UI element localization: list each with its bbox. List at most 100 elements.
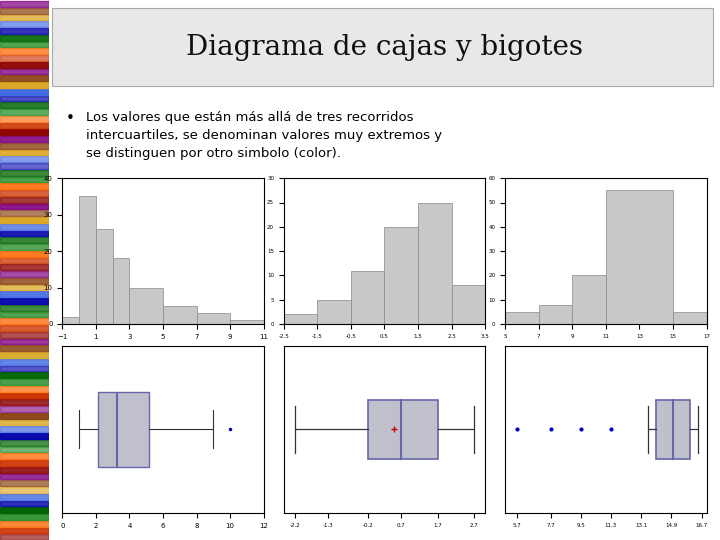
- Bar: [0, 514, 49, 519]
- Text: Los valores que están más allá de tres recorridos
intercuartiles, se denominan v: Los valores que están más allá de tres r…: [86, 111, 442, 160]
- Bar: [0, 28, 49, 33]
- Bar: [96, 229, 113, 324]
- Bar: [0, 82, 49, 87]
- Bar: [0, 163, 49, 168]
- Bar: [0, 204, 49, 209]
- Bar: [0, 177, 49, 183]
- Bar: [0, 501, 49, 507]
- Bar: [0, 379, 49, 384]
- Bar: [0, 413, 49, 418]
- Bar: [0, 143, 49, 148]
- Bar: [0, 69, 49, 74]
- Bar: [0, 278, 49, 284]
- Bar: [0, 197, 49, 202]
- Bar: [505, 312, 539, 324]
- Bar: [0, 312, 49, 317]
- Bar: [368, 400, 438, 458]
- Bar: [606, 191, 673, 324]
- Bar: [0, 129, 49, 135]
- Bar: [318, 300, 351, 324]
- Bar: [0, 285, 49, 291]
- Bar: [0, 264, 49, 270]
- Bar: [0, 366, 49, 372]
- Bar: [0, 352, 49, 357]
- Bar: [0, 386, 49, 392]
- Bar: [0, 109, 49, 115]
- Bar: [0, 372, 49, 378]
- Bar: [0, 494, 49, 500]
- Bar: [0, 474, 49, 480]
- Bar: [673, 312, 706, 324]
- Bar: [0, 298, 49, 303]
- Bar: [0, 183, 49, 189]
- Bar: [351, 271, 384, 324]
- Bar: [0, 35, 49, 40]
- Bar: [0, 258, 49, 263]
- Bar: [0, 332, 49, 338]
- Bar: [0, 150, 49, 156]
- Bar: [0, 21, 49, 27]
- FancyBboxPatch shape: [53, 8, 714, 86]
- Bar: [0, 156, 49, 162]
- Bar: [384, 227, 418, 324]
- Bar: [0, 123, 49, 128]
- Bar: [63, 316, 79, 324]
- Bar: [0, 453, 49, 459]
- Bar: [0, 237, 49, 243]
- Bar: [0, 393, 49, 399]
- Bar: [0, 1, 49, 6]
- Bar: [0, 521, 49, 526]
- Bar: [0, 433, 49, 438]
- Bar: [0, 224, 49, 230]
- Bar: [0, 170, 49, 176]
- Bar: [0, 345, 49, 351]
- Bar: [0, 55, 49, 60]
- Bar: [0, 305, 49, 310]
- Bar: [0, 426, 49, 432]
- Bar: [0, 116, 49, 122]
- Bar: [485, 309, 518, 324]
- Bar: [0, 420, 49, 426]
- Bar: [0, 467, 49, 472]
- Bar: [0, 89, 49, 94]
- Bar: [0, 534, 49, 540]
- Bar: [79, 197, 96, 324]
- Bar: [0, 231, 49, 237]
- Bar: [0, 8, 49, 14]
- Bar: [230, 320, 264, 324]
- Bar: [0, 15, 49, 20]
- Bar: [197, 313, 230, 324]
- Bar: [0, 507, 49, 513]
- Bar: [113, 258, 130, 324]
- Text: •: •: [66, 111, 75, 126]
- Bar: [0, 96, 49, 102]
- Bar: [0, 190, 49, 195]
- PathPatch shape: [99, 392, 149, 467]
- Text: Diagrama de cajas y bigotes: Diagrama de cajas y bigotes: [186, 34, 583, 61]
- Bar: [451, 285, 485, 324]
- Bar: [0, 62, 49, 68]
- Bar: [0, 271, 49, 276]
- Bar: [0, 399, 49, 405]
- Bar: [0, 480, 49, 486]
- Bar: [656, 400, 690, 458]
- Bar: [284, 314, 318, 324]
- Bar: [0, 48, 49, 54]
- Bar: [0, 75, 49, 81]
- Bar: [0, 528, 49, 534]
- Bar: [0, 440, 49, 445]
- Bar: [539, 305, 572, 324]
- Bar: [0, 447, 49, 453]
- Bar: [0, 210, 49, 216]
- Bar: [0, 487, 49, 492]
- Bar: [0, 339, 49, 345]
- Bar: [0, 460, 49, 465]
- Bar: [130, 287, 163, 324]
- Bar: [0, 217, 49, 222]
- Bar: [0, 325, 49, 330]
- Bar: [0, 251, 49, 256]
- Bar: [0, 244, 49, 249]
- Bar: [0, 102, 49, 108]
- Bar: [0, 318, 49, 324]
- Bar: [0, 136, 49, 141]
